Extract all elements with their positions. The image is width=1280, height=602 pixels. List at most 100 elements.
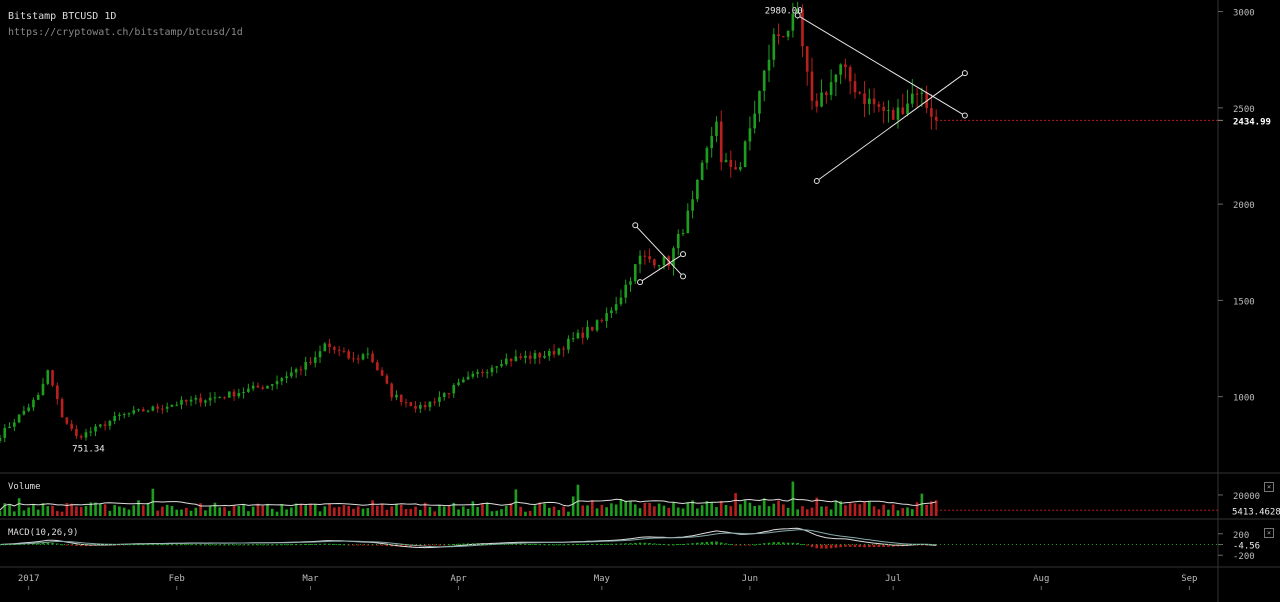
- volume-bar: [557, 510, 561, 516]
- candle-body: [218, 397, 222, 399]
- trendline-handle[interactable]: [637, 279, 644, 286]
- macd-hist-bar: [46, 542, 50, 545]
- volume-bar: [758, 505, 761, 516]
- volume-bar: [533, 505, 537, 516]
- candle-body: [161, 408, 164, 410]
- candle-body: [170, 404, 174, 407]
- trendline-handle[interactable]: [680, 251, 687, 258]
- trendline-handle[interactable]: [961, 112, 968, 119]
- volume-bar: [896, 510, 900, 516]
- candle-body: [213, 397, 217, 399]
- macd-hist-bar: [41, 542, 45, 545]
- candle-body: [237, 392, 241, 397]
- volume-bar: [734, 493, 737, 516]
- candle-body: [930, 108, 933, 117]
- macd-hist-bar: [696, 542, 699, 545]
- macd-hist-bar: [452, 543, 456, 545]
- volume-bar: [419, 510, 422, 516]
- volume-bar: [433, 511, 436, 516]
- volume-bar: [323, 506, 327, 516]
- macd-hist-bar: [557, 544, 561, 546]
- volume-bar: [161, 506, 164, 516]
- trendline-handle[interactable]: [794, 12, 801, 19]
- macd-hist-bar: [313, 543, 317, 545]
- volume-bar: [552, 506, 556, 516]
- volume-bar: [681, 508, 685, 516]
- candle-body: [767, 59, 771, 71]
- candle-body: [681, 233, 685, 235]
- time-tick-label: Jul: [885, 574, 901, 584]
- trendline-handle[interactable]: [961, 70, 968, 77]
- candle-body: [428, 401, 432, 408]
- candle-body: [533, 352, 537, 359]
- candle-body: [653, 259, 656, 266]
- candle-body: [89, 431, 93, 433]
- candle-body: [600, 320, 604, 322]
- macd-hist-bar: [60, 544, 64, 546]
- candle-body: [920, 92, 924, 94]
- macd-hist-bar: [161, 544, 164, 546]
- macd-close-icon[interactable]: ×: [1264, 528, 1274, 538]
- candle-body: [419, 405, 422, 409]
- volume-bar: [180, 509, 183, 516]
- macd-hist-bar: [920, 544, 924, 546]
- macd-hist-bar: [576, 543, 580, 545]
- volume-bar: [118, 506, 121, 516]
- volume-bar: [294, 503, 298, 516]
- macd-hist-bar: [782, 542, 785, 545]
- candle-body: [863, 93, 866, 104]
- volume-bar: [667, 507, 671, 516]
- volume-bar: [743, 500, 747, 516]
- volume-bar: [151, 488, 155, 516]
- candle-body: [552, 351, 556, 355]
- volume-bar: [872, 506, 876, 516]
- volume-bar: [170, 505, 174, 516]
- candle-body: [676, 233, 680, 249]
- candle-body: [390, 383, 393, 398]
- trendline-handle[interactable]: [680, 273, 687, 280]
- candle-body: [801, 9, 804, 47]
- candle-body: [0, 437, 2, 441]
- volume-bar: [395, 503, 398, 516]
- volume-bar: [485, 502, 489, 516]
- volume-bar: [414, 506, 417, 516]
- candle-body: [41, 383, 45, 395]
- volume-bar: [127, 509, 131, 516]
- macd-hist-bar: [466, 543, 470, 545]
- macd-hist-bar: [595, 543, 599, 545]
- macd-hist-bar: [801, 544, 804, 546]
- candle-body: [500, 364, 503, 367]
- candle-body: [719, 121, 723, 163]
- volume-bar: [839, 501, 842, 516]
- candle-body: [877, 104, 881, 107]
- macd-hist-bar: [423, 544, 427, 546]
- macd-hist-bar: [700, 542, 704, 545]
- volume-close-icon[interactable]: ×: [1264, 482, 1274, 492]
- price-tick-label: 3000: [1233, 9, 1255, 19]
- chart-title: Bitstamp BTCUSD 1D: [8, 11, 117, 22]
- candle-body: [528, 355, 532, 359]
- trendline-handle[interactable]: [632, 222, 639, 229]
- volume-bar: [347, 505, 350, 516]
- macd-hist-bar: [691, 543, 694, 545]
- macd-hist-bar: [79, 544, 83, 547]
- macd-hist-bar: [457, 543, 460, 545]
- macd-hist-bar: [385, 544, 389, 546]
- volume-bar: [409, 508, 413, 516]
- volume-bar: [371, 500, 374, 516]
- volume-bar: [32, 504, 35, 516]
- price-tick-label: 2500: [1233, 105, 1255, 115]
- trendline-handle[interactable]: [813, 178, 820, 185]
- candle-body: [734, 167, 737, 170]
- chart-url[interactable]: https://cryptowat.ch/bitstamp/btcusd/1d: [8, 27, 243, 38]
- candle-body: [132, 410, 136, 414]
- candle-body: [538, 352, 542, 358]
- macd-signal-line: [0, 529, 937, 548]
- macd-hist-bar: [509, 543, 513, 545]
- candle-body: [595, 320, 599, 331]
- candle-body: [51, 370, 54, 386]
- volume-bar: [891, 504, 895, 516]
- candle-body: [466, 376, 470, 380]
- macd-hist-bar: [820, 544, 823, 549]
